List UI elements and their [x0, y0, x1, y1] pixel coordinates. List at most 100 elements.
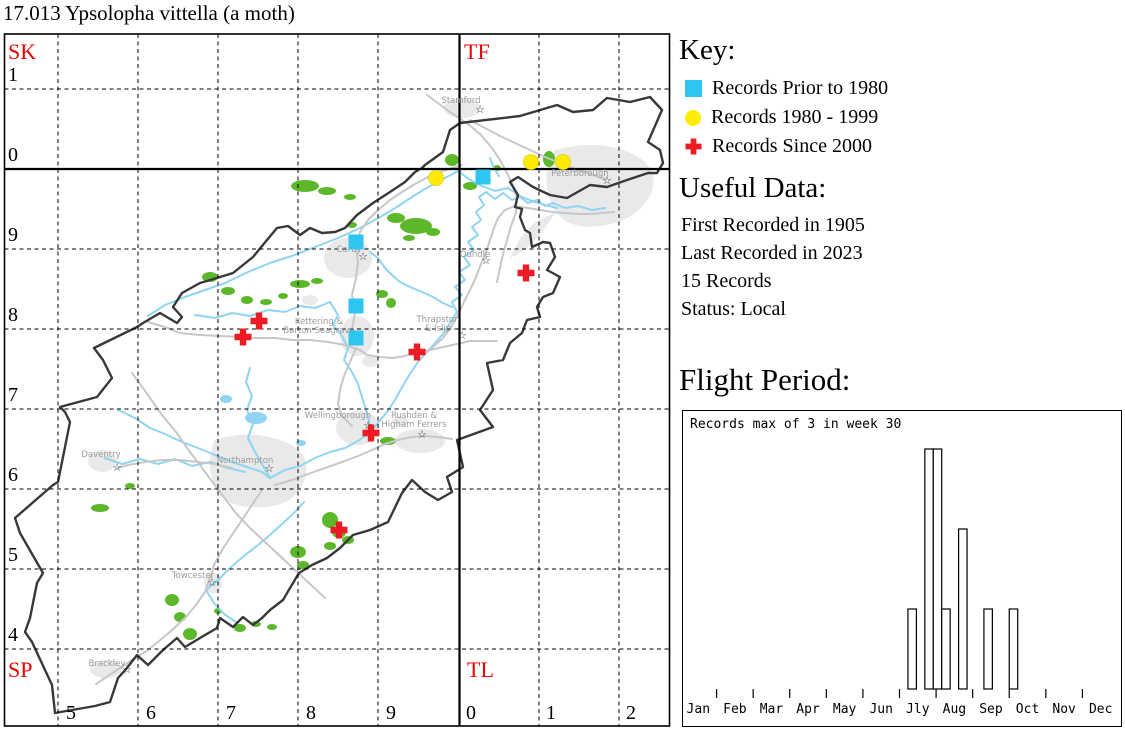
- key-heading: Key:: [679, 34, 736, 66]
- road: [351, 164, 463, 331]
- woodland-patch: [267, 624, 277, 630]
- key-item-since2000: Records Since 2000: [685, 132, 888, 161]
- reservoir: [220, 395, 232, 403]
- urban-area: [362, 355, 378, 367]
- grid-col-label: 9: [386, 702, 396, 724]
- flight-bar-week-30: [924, 448, 934, 690]
- grid-row-label: 8: [8, 304, 18, 326]
- grid-row-label: 9: [8, 224, 18, 246]
- woodland-patch: [234, 624, 246, 632]
- grid-row-label: 1: [8, 64, 18, 86]
- since2000-cross-icon: [685, 138, 702, 155]
- woodland-patch: [380, 437, 396, 445]
- record-marker-pre1980: [348, 330, 364, 346]
- grid-letters-TF: TF: [464, 39, 490, 64]
- town-label: Peterborough: [551, 169, 608, 179]
- record-count: 15 Records: [681, 270, 772, 292]
- woodland-patch: [400, 218, 432, 234]
- key-item-label: Records Since 2000: [712, 135, 872, 157]
- grid-col-label: 1: [546, 702, 556, 724]
- month-label-Oct: Oct: [1016, 702, 1039, 717]
- grid-col-label: 7: [226, 702, 236, 724]
- record-marker-since2000: [517, 264, 535, 282]
- record-marker-since2000: [408, 343, 426, 361]
- woodland-patch: [376, 290, 388, 298]
- month-label-Mar: Mar: [760, 702, 784, 717]
- urban-area: [302, 295, 318, 305]
- woodland-patch: [386, 298, 396, 308]
- record-marker-since2000: [330, 521, 348, 539]
- woodland-patch: [426, 228, 440, 236]
- status: Status: Local: [681, 298, 786, 320]
- woodland-patch: [324, 542, 336, 550]
- town-label: Stamford: [441, 96, 480, 106]
- road: [131, 372, 326, 599]
- grid-col-label: 8: [306, 702, 316, 724]
- town-label: Oundle: [460, 250, 490, 260]
- town-label: Wellingborough: [305, 411, 371, 421]
- town-star-icon: ☆: [122, 663, 132, 676]
- useful-data-heading: Useful Data:: [679, 172, 827, 204]
- town-label: Rushden &: [391, 411, 437, 421]
- town-star-icon: ☆: [358, 250, 368, 263]
- pre1980-square-icon: [685, 80, 702, 97]
- woodland-patch: [445, 154, 459, 166]
- flight-bar-week-40: [1008, 608, 1019, 690]
- town-star-icon: ☆: [602, 174, 612, 187]
- town-star-icon: ☆: [457, 329, 467, 342]
- woodland-patch: [322, 512, 338, 528]
- woodland-patch: [125, 483, 135, 489]
- flight-bar-week-37: [983, 608, 993, 690]
- road: [337, 347, 357, 427]
- grid-row-label: 7: [8, 384, 18, 406]
- flight-bar-week-28: [907, 608, 917, 690]
- woodland-patch: [297, 561, 309, 569]
- road: [147, 321, 498, 359]
- woodland-patch: [278, 293, 288, 299]
- urban-area: [90, 660, 122, 678]
- last-recorded: Last Recorded in 2023: [681, 242, 863, 264]
- river: [117, 409, 271, 479]
- flight-bar-week-31: [932, 448, 943, 690]
- key-item-1980-1999: Records 1980 - 1999: [685, 103, 888, 132]
- month-label-Nov: Nov: [1052, 702, 1076, 717]
- flight-bar-week-32: [941, 608, 951, 690]
- grid-col-label: 0: [466, 702, 476, 724]
- woodland-patch: [183, 628, 197, 640]
- urban-area: [510, 212, 556, 258]
- woodland-patch: [165, 594, 179, 606]
- useful-data-block: First Recorded in 1905 Last Recorded in …: [681, 211, 865, 323]
- town-star-icon: ☆: [112, 461, 122, 474]
- key-item-pre1980: Records Prior to 1980: [685, 74, 888, 103]
- map-key: Records Prior to 1980 Records 1980 - 199…: [685, 74, 888, 161]
- record-marker-pre1980: [348, 234, 364, 250]
- record-marker-since2000: [234, 328, 252, 346]
- record-marker-since2000: [250, 312, 268, 330]
- river: [245, 367, 271, 479]
- woodland-patch: [311, 278, 323, 284]
- town-star-icon: ☆: [475, 103, 485, 116]
- woodland-patch: [241, 296, 253, 304]
- grid-col-label: 5: [66, 702, 76, 724]
- grid-row-label: 5: [8, 544, 18, 566]
- town-label: Higham Ferrers: [381, 420, 447, 430]
- urban-area: [88, 450, 116, 472]
- key-item-label: Records 1980 - 1999: [711, 106, 879, 128]
- grid-row-label: 6: [8, 464, 18, 486]
- woodland-patch: [291, 180, 319, 192]
- town-star-icon: ☆: [207, 576, 217, 589]
- first-recorded: First Recorded in 1905: [681, 214, 865, 236]
- county-boundary: [13, 95, 665, 715]
- record-marker-1980-1999: [523, 154, 539, 170]
- flight-bar-week-34: [957, 528, 968, 690]
- woodland-patch: [403, 235, 415, 241]
- woodland-patch: [91, 504, 109, 512]
- grid-letters-TL: TL: [467, 657, 494, 682]
- month-label-May: May: [833, 702, 857, 717]
- record-marker-1980-1999: [555, 154, 571, 170]
- road: [95, 489, 263, 685]
- woodland-patch: [387, 213, 405, 223]
- grid-row-label: 4: [8, 624, 18, 646]
